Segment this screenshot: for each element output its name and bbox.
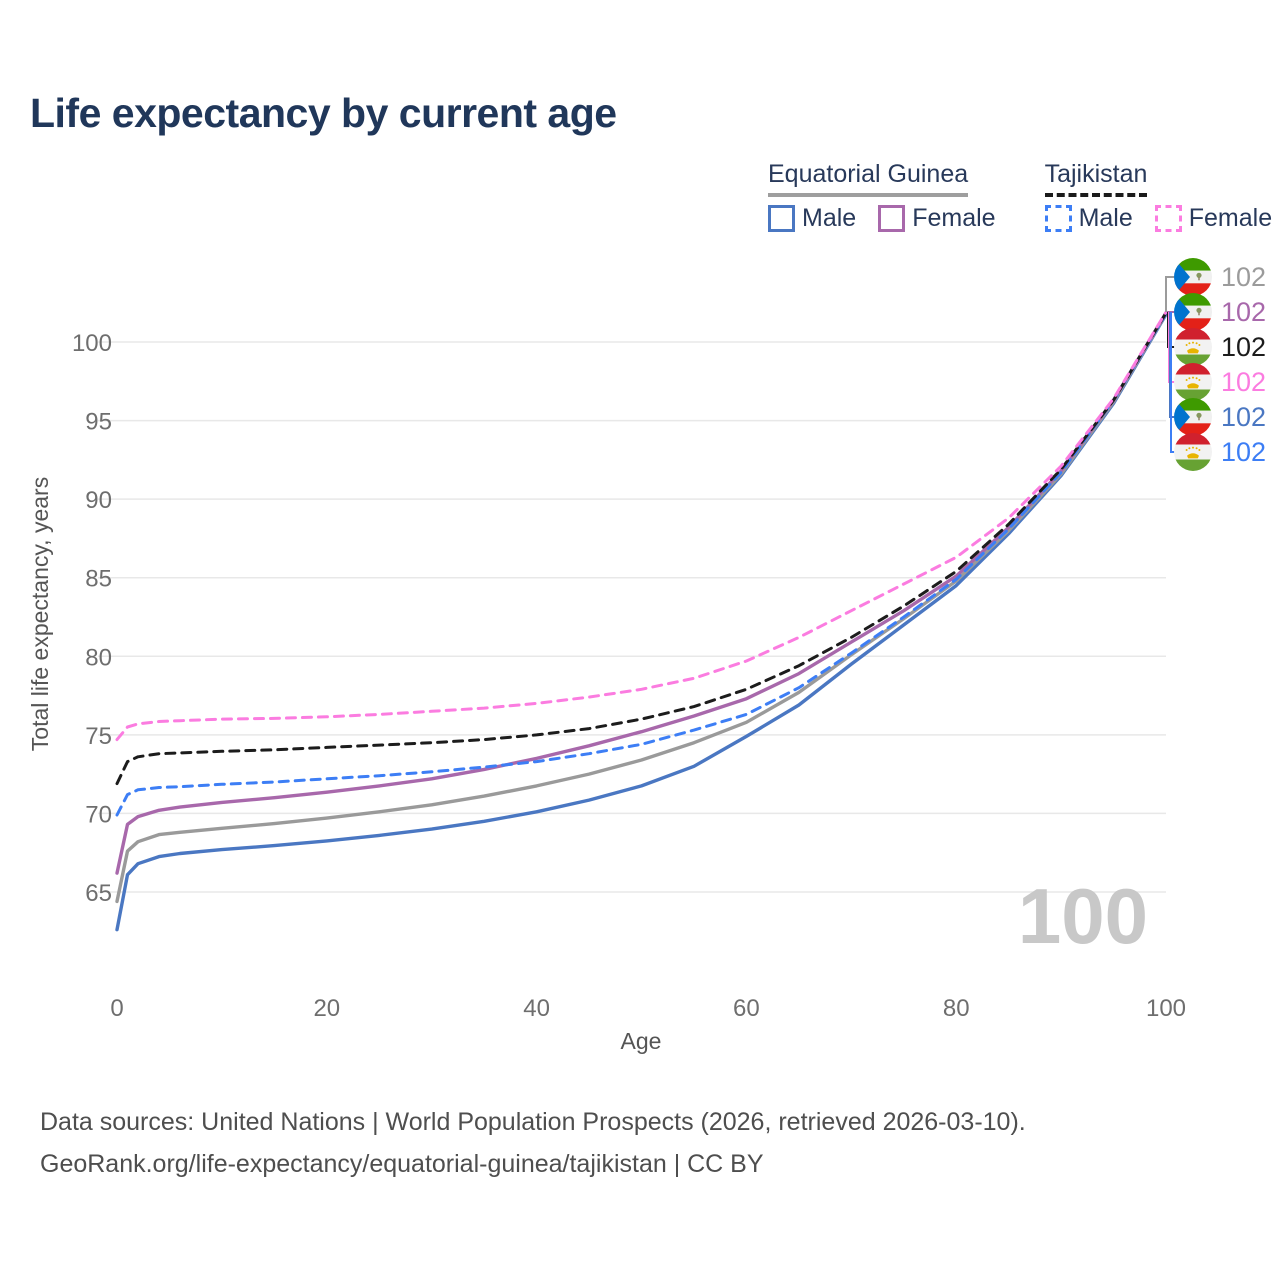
series-end-value: 102 [1221, 402, 1267, 432]
series-line-eg-all [115, 312, 1168, 904]
legend-items: Male Female [768, 204, 996, 233]
end-label-row-tj-male: 102 [1174, 433, 1266, 471]
x-tick-label: 100 [1146, 995, 1186, 1022]
legend-item-tj-male[interactable]: Male [1044, 204, 1133, 233]
end-label-row-eg-male: 102 [1174, 398, 1266, 436]
eg-female-swatch-icon [878, 205, 906, 232]
y-tick-label: 100 [72, 330, 112, 357]
data-sources-line: Data sources: United Nations | World Pop… [40, 1108, 1026, 1136]
legend-group-title: Tajikistan [1044, 160, 1148, 197]
y-tick-label: 95 [85, 409, 112, 436]
legend-item-label: Female [912, 204, 996, 232]
series-line-tj-all [115, 311, 1168, 786]
legend-item-tj-female[interactable]: Female [1154, 204, 1273, 233]
eg-male-swatch-icon [768, 205, 795, 232]
y-tick-label: 65 [85, 880, 112, 907]
end-label-row-tj-female: 102 [1174, 363, 1266, 401]
legend-items: Male Female [1044, 204, 1273, 233]
series-end-value: 102 [1221, 367, 1267, 397]
y-tick-label: 80 [85, 644, 112, 671]
legend-item-label: Male [1078, 204, 1133, 232]
age-counter-watermark: 100 [1018, 872, 1148, 960]
series-line-eg-female [115, 311, 1168, 875]
x-tick-label: 60 [733, 995, 760, 1022]
equatorial-guinea-flag-icon [1174, 398, 1212, 436]
legend-group-tajikistan: Tajikistan Male Female [1044, 160, 1273, 233]
series-line-tj-male [115, 312, 1168, 817]
end-label-row-eg-all: 102 [1174, 258, 1266, 296]
y-tick-label: 90 [85, 487, 112, 514]
x-tick-label: 0 [110, 995, 123, 1022]
equatorial-guinea-flag-icon [1174, 293, 1212, 331]
equatorial-guinea-flag-icon [1174, 258, 1212, 296]
series-end-value: 102 [1221, 262, 1267, 292]
series-end-value: 102 [1221, 332, 1267, 362]
tj-male-swatch-icon [1044, 205, 1072, 232]
legend-group-title: Equatorial Guinea [768, 160, 969, 197]
series-end-value: 102 [1221, 437, 1267, 467]
x-tick-label: 40 [523, 995, 550, 1022]
x-axis-title: Age [621, 1028, 662, 1054]
tj-female-swatch-icon [1154, 205, 1182, 232]
leader-line-eg-all [1165, 276, 1176, 312]
x-tick-label: 20 [313, 995, 340, 1022]
chart-title: Life expectancy by current age [30, 90, 617, 136]
gridlines [98, 341, 1166, 893]
y-tick-label: 75 [85, 723, 112, 750]
x-tick-label: 80 [943, 995, 970, 1022]
attribution-line: GeoRank.org/life-expectancy/equatorial-g… [40, 1150, 764, 1178]
legend-item-eg-male[interactable]: Male [768, 204, 856, 233]
legend-group-equatorial-guinea: Equatorial Guinea Male Female [768, 160, 996, 233]
legend-item-eg-female[interactable]: Female [878, 204, 996, 233]
tajikistan-flag-icon [1174, 363, 1212, 401]
end-label-row-tj-all: 102 [1174, 328, 1266, 366]
y-tick-label: 70 [85, 801, 112, 828]
legend-item-label: Female [1188, 204, 1273, 232]
legend: Equatorial Guinea Male Female Tajikistan… [768, 160, 1272, 233]
series-end-value: 102 [1221, 297, 1267, 327]
series-line-eg-male [115, 312, 1168, 932]
tajikistan-flag-icon [1174, 433, 1212, 471]
y-tick-label: 85 [85, 566, 112, 593]
end-label-row-eg-female: 102 [1174, 293, 1266, 331]
tajikistan-flag-icon [1174, 328, 1212, 366]
axis-ticks: 65 70 75 80 85 90 95 100 0 20 40 60 80 100 [72, 330, 1186, 1022]
series-line-tj-female [115, 310, 1168, 742]
legend-item-label: Male [802, 204, 857, 232]
series-lines [115, 310, 1168, 932]
y-axis-title: Total life expectancy, years [27, 477, 53, 751]
